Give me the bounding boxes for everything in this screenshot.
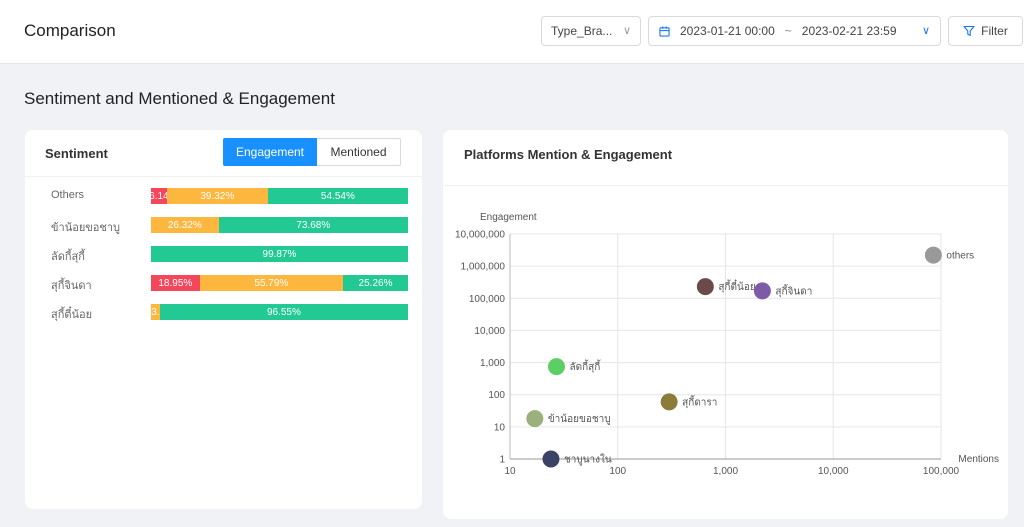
sentiment-row-label: ข้าน้อยขอชาบู xyxy=(51,222,121,234)
sentiment-segment-neg[interactable]: 6.14 xyxy=(151,188,167,204)
top-bar: Comparison Type_Bra... ∨ 2023-01-21 00:0… xyxy=(0,0,1024,64)
scatter-point[interactable] xyxy=(924,246,942,264)
sentiment-bar: 18.95% 55.79% 25.26% xyxy=(151,275,408,291)
filter-label: Filter xyxy=(981,24,1008,38)
date-end[interactable]: 2023-02-21 23:59 xyxy=(801,24,897,38)
section-title: Sentiment and Mentioned & Engagement xyxy=(24,89,335,108)
sentiment-bar: 3. 96.55% xyxy=(151,304,408,320)
sentiment-card: Sentiment Engagement Mentioned Others 6.1… xyxy=(25,130,422,509)
filter-button[interactable]: Filter xyxy=(948,16,1023,46)
tab-mentioned[interactable]: Mentioned xyxy=(317,138,401,166)
y-tick-label: 100 xyxy=(488,390,505,401)
tab-engagement[interactable]: Engagement xyxy=(223,138,317,166)
scatter-point[interactable] xyxy=(542,450,560,468)
x-tick-label: 100,000 xyxy=(923,466,960,477)
x-tick-label: 10,000 xyxy=(818,466,849,477)
scatter-point-label: ลัดกี้สุกี้ xyxy=(569,359,601,373)
scatter-point[interactable] xyxy=(660,393,678,411)
x-tick-label: 1,000 xyxy=(713,466,738,477)
platforms-title: Platforms Mention & Engagement xyxy=(464,147,673,162)
platforms-card-header: Platforms Mention & Engagement xyxy=(443,130,1008,186)
platforms-card: Platforms Mention & Engagement 10 100 1,00… xyxy=(443,130,1008,519)
y-tick-label: 10,000,000 xyxy=(455,230,505,241)
scatter-point[interactable] xyxy=(526,410,544,428)
scatter-point-label: ชาบูนางใน xyxy=(564,454,612,466)
sentiment-row-label: สุกี้จินดา xyxy=(51,280,92,292)
sentiment-segment-pos[interactable]: 73.68% xyxy=(218,217,408,233)
sentiment-row-label: Others xyxy=(51,189,85,201)
scatter-point-label: others xyxy=(946,251,974,262)
calendar-icon xyxy=(659,25,670,37)
sentiment-segment-pos[interactable]: 99.87% xyxy=(151,246,408,262)
sentiment-segment-pos[interactable]: 96.55% xyxy=(159,304,408,320)
y-tick-label: 10,000 xyxy=(474,326,505,337)
sentiment-card-header: Sentiment Engagement Mentioned xyxy=(25,130,422,177)
sentiment-tabs: Engagement Mentioned xyxy=(223,138,401,166)
type-select[interactable]: Type_Bra... ∨ xyxy=(541,16,641,46)
sentiment-bar: 26.32% 73.68% xyxy=(151,217,408,233)
scatter-point-label: สุกี้จินดา xyxy=(775,283,812,297)
sentiment-segment-neu[interactable]: 39.32% xyxy=(166,188,268,204)
scatter-point[interactable] xyxy=(753,282,771,300)
date-start[interactable]: 2023-01-21 00:00 xyxy=(680,24,775,38)
x-tick-label: 10 xyxy=(504,466,516,477)
sentiment-segment-pos[interactable]: 25.26% xyxy=(343,275,408,291)
page-title: Comparison xyxy=(24,21,116,40)
scatter-point-label: ข้าน้อยขอชาบู xyxy=(548,413,611,425)
y-axis-title: Engagement xyxy=(480,212,537,223)
scatter-point[interactable] xyxy=(696,278,714,296)
scatter-point-label: สุกี้ตี๋น้อย xyxy=(718,279,755,293)
sentiment-bar: 99.87% xyxy=(151,246,408,262)
x-axis-title: Mentions xyxy=(958,454,999,465)
date-separator: ~ xyxy=(784,24,792,38)
sentiment-segment-neu[interactable]: 3. xyxy=(151,304,160,320)
sentiment-segment-neu[interactable]: 26.32% xyxy=(151,217,219,233)
filter-icon xyxy=(963,25,975,37)
y-tick-label: 1,000,000 xyxy=(461,262,506,273)
chevron-down-icon: ∨ xyxy=(921,25,930,37)
sentiment-bar: 6.14 39.32% 54.54% xyxy=(151,188,408,204)
type-select-value: Type_Bra... xyxy=(551,24,613,38)
y-tick-label: 1,000 xyxy=(480,358,505,369)
sentiment-row-label: ลัดกี้สุกี้ xyxy=(51,251,85,263)
scatter-point-label: สุกี้ดารา xyxy=(682,394,717,408)
y-tick-label: 1 xyxy=(499,455,505,466)
sentiment-segment-neg[interactable]: 18.95% xyxy=(151,275,200,291)
date-range-picker[interactable]: 2023-01-21 00:00 ~ 2023-02-21 23:59 ∨ xyxy=(648,16,941,46)
sentiment-segment-neu[interactable]: 55.79% xyxy=(199,275,344,291)
x-tick-label: 100 xyxy=(609,466,626,477)
chevron-down-icon: ∨ xyxy=(622,25,631,37)
y-tick-label: 10 xyxy=(494,422,506,433)
y-tick-label: 100,000 xyxy=(469,294,506,305)
sentiment-segment-pos[interactable]: 54.54% xyxy=(267,188,408,204)
scatter-chart: 10 100 1,000 10,000 100,0001101001,00010,000… xyxy=(455,212,999,477)
scatter-point[interactable] xyxy=(547,358,565,376)
sentiment-row-label: สุกี้ตี๋น้อย xyxy=(51,309,93,321)
sentiment-title: Sentiment xyxy=(45,146,108,161)
